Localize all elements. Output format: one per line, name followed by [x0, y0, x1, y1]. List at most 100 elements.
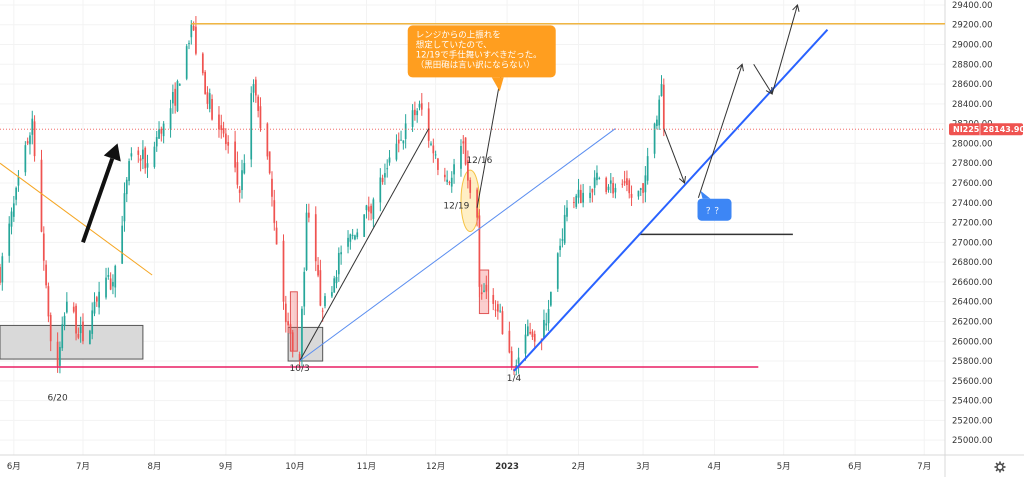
candle-body — [192, 25, 195, 31]
x-tick-label: 3月 — [636, 462, 650, 472]
callout-box — [407, 25, 556, 78]
candle — [443, 167, 446, 182]
candle-body — [8, 223, 11, 256]
candle-body — [160, 128, 163, 134]
candle — [467, 150, 469, 189]
candle-body — [480, 292, 483, 295]
candle-body — [305, 212, 308, 270]
scenario-arrow-up-1 — [697, 63, 744, 198]
candle — [137, 146, 140, 163]
candle-body — [331, 292, 333, 297]
candle-body — [381, 177, 384, 183]
candle — [494, 300, 497, 317]
candle — [561, 228, 564, 248]
candle-body — [137, 150, 140, 155]
candle — [289, 323, 292, 335]
candle — [416, 108, 419, 123]
scenario-arrow-up-2 — [771, 3, 800, 95]
candle-body — [206, 92, 209, 104]
callout-boxes: レンジからの上振れを想定していたので、12/19で手仕舞いすべきだった。（黒田砲… — [407, 25, 732, 221]
candle — [656, 115, 658, 130]
candle — [556, 252, 559, 292]
candle — [637, 190, 640, 200]
y-tick-label: 26400.00 — [952, 298, 993, 308]
candle — [367, 196, 370, 221]
candle — [114, 264, 117, 298]
candle — [107, 267, 110, 280]
candle — [621, 179, 624, 188]
candle — [204, 70, 206, 95]
last-price-badge: NI225 28143.90 — [949, 123, 1024, 136]
candle-body — [31, 118, 34, 135]
candle-body — [98, 291, 100, 308]
candle — [65, 292, 68, 314]
candle-body — [204, 71, 206, 94]
candle-body — [526, 326, 529, 336]
candle — [453, 158, 455, 184]
candle-body — [596, 172, 598, 181]
candle-body — [533, 333, 536, 342]
candle-body — [598, 178, 601, 180]
candle-body — [416, 110, 419, 116]
candle — [89, 329, 91, 345]
candle-body — [220, 125, 223, 130]
arrow-shaft — [697, 70, 741, 198]
candle — [192, 21, 195, 31]
candle-body — [607, 186, 610, 191]
candle-body — [508, 330, 511, 353]
big-up-arrow — [81, 143, 121, 243]
candle — [529, 322, 531, 335]
candle — [63, 312, 66, 331]
y-tick-label: 27400.00 — [952, 199, 993, 209]
candle-body — [109, 278, 112, 290]
candle-body — [303, 271, 306, 307]
candle — [639, 187, 642, 196]
candle — [284, 295, 287, 333]
price-axis[interactable]: 25000.00 25200.00 25400.00 25600.00 25800.00… — [949, 1, 1024, 446]
candle — [158, 121, 160, 139]
candle — [430, 141, 432, 147]
candle — [273, 189, 276, 231]
candle — [526, 319, 529, 337]
candle-body — [464, 137, 467, 165]
candle-body — [404, 123, 407, 139]
candle-body — [496, 304, 499, 312]
candle-body — [379, 177, 382, 203]
x-tick-label: 4月 — [708, 462, 722, 472]
candle — [485, 275, 488, 300]
time-axis[interactable]: 6月 7月 8月 9月 10月 11月 12月 2023 2月 3月 4月 5月 6月 7月 — [7, 462, 931, 472]
candle-body — [589, 192, 591, 199]
candle-body — [225, 133, 227, 145]
candle-body — [155, 137, 158, 147]
candle — [365, 204, 368, 219]
candle-body — [448, 182, 451, 184]
candle — [303, 267, 306, 316]
candle-body — [169, 108, 172, 129]
candle-body — [146, 163, 149, 168]
candle-body — [543, 319, 545, 339]
candle-body — [432, 145, 435, 154]
candle — [112, 274, 114, 295]
candle — [176, 79, 179, 113]
candle-body — [56, 341, 59, 366]
candle-body — [628, 180, 631, 194]
candle — [254, 76, 257, 103]
candle-body — [234, 141, 236, 168]
settings-button[interactable] — [994, 461, 1006, 473]
candle-body — [95, 297, 98, 302]
callout-line: 12/19で手仕舞いすべきだった。 — [416, 49, 542, 60]
candle-body — [241, 170, 243, 191]
candle — [105, 267, 107, 300]
candle-body — [577, 189, 580, 198]
candle — [347, 230, 349, 254]
candle-body — [453, 164, 455, 175]
candle-body — [158, 129, 160, 139]
candle-body — [335, 276, 338, 284]
candle — [31, 110, 34, 145]
candle-body — [430, 143, 432, 145]
candle — [222, 121, 225, 138]
candle — [483, 283, 485, 293]
candle-body — [545, 323, 548, 326]
